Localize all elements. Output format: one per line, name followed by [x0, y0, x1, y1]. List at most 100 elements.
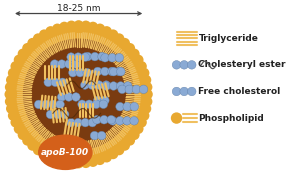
Circle shape [5, 89, 15, 100]
Circle shape [91, 52, 99, 61]
Circle shape [172, 87, 181, 96]
Circle shape [53, 110, 62, 119]
Ellipse shape [39, 135, 92, 169]
Circle shape [65, 93, 73, 101]
Circle shape [24, 39, 134, 149]
Circle shape [115, 53, 124, 62]
Circle shape [81, 53, 90, 61]
Circle shape [108, 117, 117, 125]
Circle shape [124, 82, 132, 90]
Circle shape [14, 55, 24, 65]
Circle shape [109, 67, 118, 76]
Circle shape [129, 130, 140, 140]
Circle shape [72, 93, 80, 101]
Circle shape [125, 135, 135, 146]
Circle shape [136, 117, 147, 128]
Circle shape [5, 82, 15, 92]
Circle shape [108, 29, 118, 40]
Circle shape [85, 100, 93, 108]
Circle shape [50, 60, 59, 68]
Circle shape [34, 100, 43, 109]
Circle shape [133, 124, 144, 134]
Circle shape [180, 60, 188, 69]
Circle shape [102, 82, 111, 90]
Circle shape [116, 82, 125, 90]
Circle shape [6, 75, 16, 85]
Circle shape [139, 68, 149, 78]
Circle shape [119, 140, 130, 151]
Text: Phospholipid: Phospholipid [198, 114, 264, 123]
Circle shape [88, 118, 97, 127]
Circle shape [132, 85, 141, 94]
Circle shape [139, 110, 149, 121]
Circle shape [129, 49, 140, 59]
Circle shape [68, 68, 77, 77]
Circle shape [118, 85, 126, 94]
Circle shape [59, 22, 70, 32]
Circle shape [39, 29, 49, 40]
Circle shape [142, 89, 153, 100]
Circle shape [130, 102, 138, 111]
Circle shape [98, 52, 106, 61]
Circle shape [114, 33, 124, 44]
Circle shape [102, 26, 112, 37]
Circle shape [102, 152, 112, 163]
Circle shape [74, 53, 82, 61]
Circle shape [101, 53, 109, 62]
Circle shape [95, 81, 103, 89]
Circle shape [74, 118, 82, 127]
Circle shape [188, 60, 196, 69]
Circle shape [108, 67, 116, 76]
Circle shape [123, 102, 132, 111]
Circle shape [93, 96, 102, 105]
Circle shape [139, 85, 148, 94]
Circle shape [107, 115, 115, 124]
Circle shape [108, 53, 116, 62]
Circle shape [142, 96, 152, 107]
Circle shape [83, 52, 92, 61]
Circle shape [59, 156, 70, 167]
Circle shape [22, 43, 33, 53]
Circle shape [65, 60, 73, 68]
Circle shape [109, 82, 118, 90]
Circle shape [81, 21, 91, 31]
Circle shape [18, 130, 28, 140]
Text: Free cholesterol: Free cholesterol [198, 87, 281, 96]
Circle shape [141, 103, 151, 114]
Circle shape [73, 158, 84, 168]
Text: Cholesteryl ester: Cholesteryl ester [198, 60, 286, 69]
Circle shape [18, 49, 28, 59]
Circle shape [45, 152, 56, 163]
Text: 18-25 nm: 18-25 nm [57, 4, 100, 12]
Circle shape [93, 67, 102, 76]
Circle shape [27, 140, 38, 151]
Circle shape [125, 85, 134, 94]
Circle shape [88, 22, 98, 32]
Circle shape [88, 81, 96, 89]
Circle shape [108, 149, 118, 159]
Circle shape [116, 102, 124, 111]
Circle shape [92, 100, 101, 108]
Circle shape [51, 78, 60, 87]
Circle shape [66, 21, 77, 31]
Circle shape [101, 67, 109, 76]
Circle shape [188, 87, 196, 96]
Circle shape [73, 20, 84, 31]
Circle shape [117, 67, 125, 76]
Circle shape [95, 155, 105, 165]
Circle shape [8, 110, 18, 121]
Circle shape [99, 100, 108, 108]
Circle shape [81, 81, 89, 89]
Circle shape [83, 68, 92, 77]
Circle shape [52, 155, 63, 165]
Circle shape [76, 68, 84, 77]
Circle shape [88, 156, 98, 167]
Circle shape [97, 131, 106, 140]
Circle shape [123, 117, 131, 125]
Circle shape [6, 103, 16, 114]
Circle shape [60, 110, 69, 119]
Circle shape [81, 118, 90, 127]
Circle shape [42, 100, 50, 109]
Circle shape [115, 67, 123, 76]
Circle shape [171, 112, 182, 124]
